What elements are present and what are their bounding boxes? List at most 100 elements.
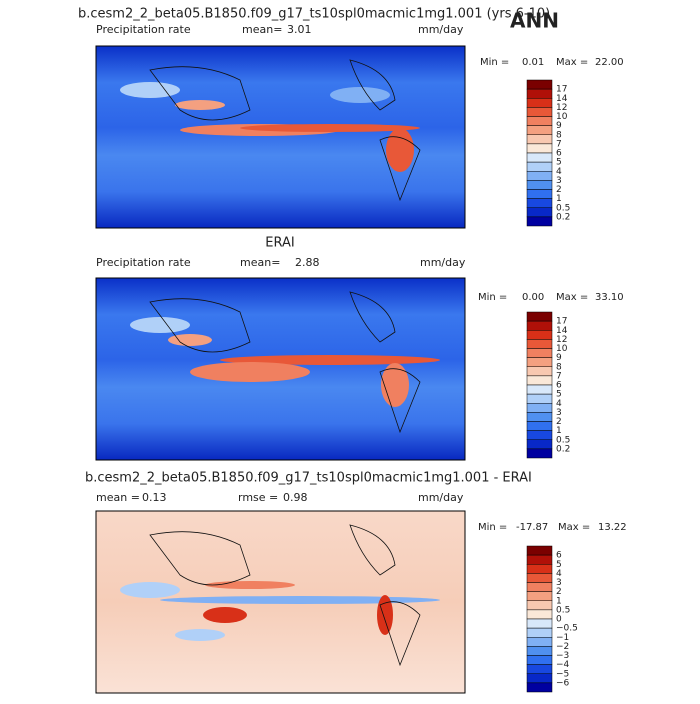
colorbar-box xyxy=(526,357,553,367)
colorbar-box xyxy=(526,125,553,135)
colorbar-box xyxy=(526,198,553,208)
range-max: 22.00 xyxy=(595,57,624,68)
range-max-label: Max = xyxy=(558,522,590,533)
colorbar-box xyxy=(526,116,553,126)
colorbar-label: −2 xyxy=(556,642,569,652)
colorbar-label: 0.5 xyxy=(556,605,570,615)
colorbar-label: 1 xyxy=(556,194,562,204)
colorbar-box xyxy=(526,207,553,218)
stat-value: 0.98 xyxy=(283,491,308,504)
stat-value: 3.01 xyxy=(287,23,312,36)
stat-value: 2.88 xyxy=(295,256,320,269)
range-max: 33.10 xyxy=(595,292,624,303)
colorbar-box xyxy=(526,152,553,163)
colorbar-box xyxy=(526,655,553,665)
colorbar-box xyxy=(526,573,553,583)
colorbar-box xyxy=(526,143,553,154)
colorbar-box xyxy=(526,189,553,199)
colorbar-label: 9 xyxy=(556,121,562,131)
colorbar-box xyxy=(526,664,553,674)
range-max-label: Max = xyxy=(556,57,588,68)
colorbar-label: 1 xyxy=(556,596,562,606)
colorbar-box xyxy=(526,545,553,556)
units-label: mm/day xyxy=(418,491,464,504)
colorbar-box xyxy=(526,646,553,656)
colorbar-box xyxy=(526,366,553,377)
range-max: 13.22 xyxy=(598,522,627,533)
colorbar-label: 0.2 xyxy=(556,444,570,454)
colorbar-label: 12 xyxy=(556,103,567,113)
colorbar-label: 17 xyxy=(556,85,567,95)
colorbar-label: 4 xyxy=(556,569,562,579)
colorbar-label: 3 xyxy=(556,176,562,186)
colorbar-label: −6 xyxy=(556,678,570,688)
colorbar-label: 3 xyxy=(556,578,562,588)
units-label: mm/day xyxy=(420,256,466,269)
colorbar-box xyxy=(526,216,553,227)
map-panel xyxy=(95,277,466,461)
colorbar-box xyxy=(526,180,553,190)
season-label: ANN xyxy=(510,9,559,33)
colorbar-label: 0 xyxy=(556,615,562,625)
colorbar-label: 2 xyxy=(556,185,562,195)
colorbar-box xyxy=(526,582,553,592)
units-label: mm/day xyxy=(418,23,464,36)
colorbar-label: 2 xyxy=(556,587,562,597)
colorbar-box xyxy=(526,448,553,459)
colorbar-box xyxy=(526,384,553,395)
colorbar-box xyxy=(526,412,553,422)
colorbar-box xyxy=(526,554,553,565)
colorbar-box xyxy=(526,609,553,620)
colorbar-label: 17 xyxy=(556,317,567,327)
colorbar-box xyxy=(526,564,553,574)
colorbar-label: 14 xyxy=(556,326,568,336)
stat-label: rmse = xyxy=(238,491,278,504)
colorbar-label: 9 xyxy=(556,353,562,363)
colorbar-box xyxy=(526,600,553,611)
colorbar-box xyxy=(526,403,553,413)
colorbar-label: 10 xyxy=(556,344,568,354)
colorbar-label: 1 xyxy=(556,426,562,436)
map-panel xyxy=(95,510,466,694)
colorbar-label: 0.2 xyxy=(556,212,570,222)
colorbar-label: 4 xyxy=(556,167,562,177)
colorbar-label: −4 xyxy=(556,660,570,670)
colorbar-box xyxy=(526,320,553,331)
colorbar-label: −5 xyxy=(556,669,569,679)
colorbar-box xyxy=(526,134,553,145)
colorbar-label: 10 xyxy=(556,112,568,122)
range-min: 0.01 xyxy=(522,57,544,68)
colorbar-box xyxy=(526,161,553,172)
colorbar-label: 5 xyxy=(556,560,562,570)
range-min: 0.00 xyxy=(522,292,544,303)
colorbar-box xyxy=(526,330,553,340)
field-label: Precipitation rate xyxy=(96,256,191,269)
colorbar-box xyxy=(526,637,553,647)
colorbar-label: 4 xyxy=(556,399,562,409)
colorbar-box xyxy=(526,673,553,684)
colorbar-label: 7 xyxy=(556,139,562,149)
colorbar-box xyxy=(526,339,553,349)
colorbar-label: 12 xyxy=(556,335,567,345)
colorbar-box xyxy=(526,627,553,638)
colorbar-box xyxy=(526,421,553,431)
colorbar-box xyxy=(526,618,553,629)
panel-title: b.cesm2_2_beta05.B1850.f09_g17_ts10spl0m… xyxy=(78,7,550,22)
colorbar-box xyxy=(526,348,553,358)
range-min-label: Min = xyxy=(478,292,507,303)
colorbar-label: 8 xyxy=(556,130,562,140)
colorbar-label: −1 xyxy=(556,633,569,643)
colorbar-box xyxy=(526,375,553,386)
colorbar-box xyxy=(526,682,553,693)
colorbar-box xyxy=(526,439,553,450)
colorbar-label: 3 xyxy=(556,408,562,418)
panel-title: ERAI xyxy=(265,236,294,251)
map-panel xyxy=(95,45,466,229)
colorbar-label: 8 xyxy=(556,362,562,372)
colorbar-label: 6 xyxy=(556,381,562,391)
colorbar-label: 5 xyxy=(556,390,562,400)
colorbar-label: 14 xyxy=(556,94,568,104)
colorbar-box xyxy=(526,311,553,322)
colorbar-label: −0.5 xyxy=(556,624,578,634)
range-max-label: Max = xyxy=(556,292,588,303)
